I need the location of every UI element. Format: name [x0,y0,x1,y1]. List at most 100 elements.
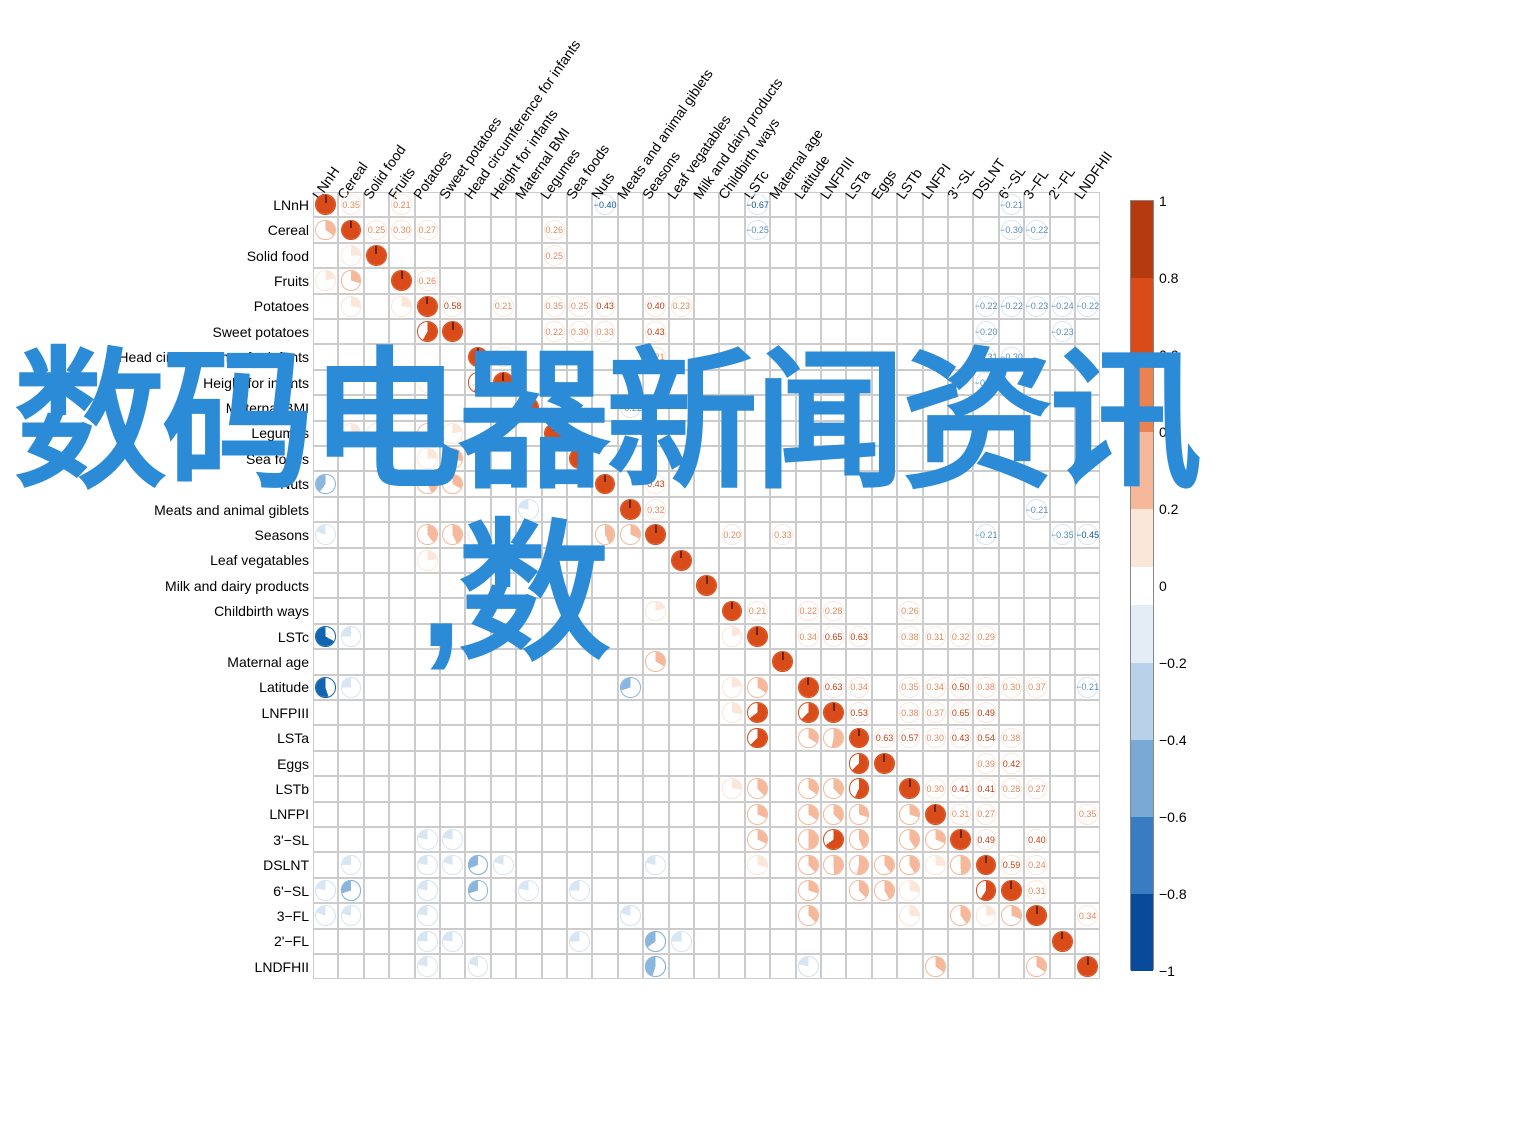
matrix-cell [491,243,516,268]
matrix-cell [1024,598,1049,623]
matrix-cell [567,700,592,725]
matrix-cell [1024,725,1049,750]
matrix-cell [364,725,389,750]
matrix-cell [694,243,719,268]
matrix-cell [770,776,795,801]
matrix-cell [1024,573,1049,598]
matrix-cell [669,802,694,827]
matrix-cell [491,929,516,954]
matrix-cell [770,725,795,750]
matrix-cell [338,751,363,776]
upper-cell-ring [544,220,565,241]
matrix-cell [770,802,795,827]
matrix-cell [643,268,668,293]
matrix-cell [1024,929,1049,954]
matrix-cell [516,929,541,954]
matrix-cell [542,802,567,827]
matrix-cell [669,776,694,801]
matrix-cell [669,903,694,928]
upper-cell-ring [950,626,971,647]
matrix-cell [618,700,643,725]
lower-pie [899,804,920,825]
lower-pie [798,905,819,926]
matrix-cell [592,827,617,852]
matrix-cell [719,878,744,903]
matrix-cell [1050,954,1075,979]
matrix-cell [745,649,770,674]
upper-cell-ring [823,626,844,647]
matrix-cell [745,903,770,928]
matrix-cell [770,268,795,293]
matrix-cell [440,243,465,268]
matrix-cell [313,243,338,268]
matrix-cell [364,802,389,827]
matrix-cell [872,268,897,293]
matrix-cell [567,243,592,268]
matrix-cell [694,268,719,293]
matrix-cell [872,548,897,573]
matrix-cell [567,725,592,750]
matrix-cell [745,548,770,573]
matrix-cell [872,573,897,598]
matrix-cell [338,548,363,573]
matrix-cell [1050,802,1075,827]
upper-cell-ring [1001,855,1022,876]
watermark-line-2: ,数 [420,470,606,690]
matrix-cell [364,624,389,649]
matrix-cell [1075,827,1100,852]
matrix-cell [364,700,389,725]
matrix-cell [1075,217,1100,242]
matrix-cell [313,649,338,674]
lower-pie [493,855,514,876]
matrix-cell [770,573,795,598]
matrix-cell [948,598,973,623]
colorbar-tick: 0.8 [1153,270,1178,286]
matrix-cell [364,852,389,877]
matrix-cell [542,700,567,725]
matrix-cell [694,903,719,928]
matrix-cell [542,954,567,979]
lower-pie [747,702,768,723]
matrix-cell [440,903,465,928]
matrix-cell [719,268,744,293]
matrix-cell [389,573,414,598]
matrix-cell [643,802,668,827]
upper-cell-ring [1026,677,1047,698]
lower-pie [747,829,768,850]
matrix-cell [313,548,338,573]
lower-pie [417,855,438,876]
row-label: Latitude [259,679,309,695]
matrix-cell [389,700,414,725]
matrix-cell [389,548,414,573]
matrix-cell [592,268,617,293]
matrix-cell [313,776,338,801]
matrix-cell [796,929,821,954]
lower-pie [341,880,362,901]
matrix-cell [643,243,668,268]
matrix-cell [1075,725,1100,750]
matrix-cell [643,624,668,649]
row-label: LNDFHII [255,959,309,975]
matrix-cell [923,598,948,623]
matrix-cell [465,903,490,928]
matrix-cell [415,802,440,827]
matrix-cell [770,954,795,979]
lower-pie [620,677,641,698]
matrix-cell [516,243,541,268]
matrix-cell [313,573,338,598]
row-label: LSTb [276,781,309,797]
lower-pie [874,880,895,901]
row-label: LNFPIII [262,705,309,721]
lower-pie [722,626,743,647]
matrix-cell [846,954,871,979]
matrix-cell [669,217,694,242]
matrix-cell [516,852,541,877]
matrix-cell [618,217,643,242]
matrix-cell [796,522,821,547]
row-label: Cereal [268,222,309,238]
matrix-cell [465,700,490,725]
upper-cell-ring [976,677,997,698]
matrix-cell [694,649,719,674]
upper-cell-ring [417,220,438,241]
matrix-cell [1024,268,1049,293]
